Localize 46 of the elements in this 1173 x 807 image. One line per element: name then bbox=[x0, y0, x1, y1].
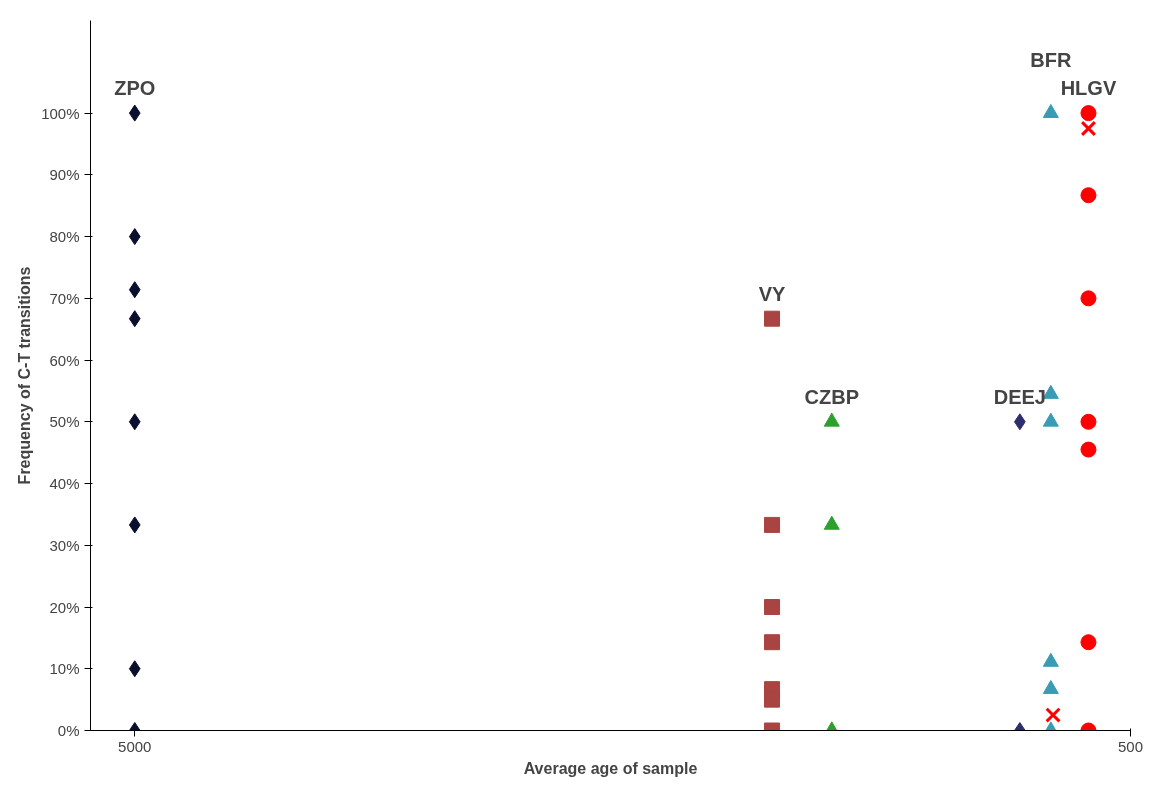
series-label: ZPO bbox=[114, 77, 156, 100]
y-tick-label: 50% bbox=[49, 413, 80, 431]
y-tick-label: 40% bbox=[49, 475, 80, 493]
y-tick-label: 30% bbox=[49, 536, 80, 554]
x-tick-label: 500 bbox=[1117, 737, 1144, 755]
y-tick-label: 70% bbox=[49, 289, 80, 307]
point bbox=[823, 515, 840, 530]
point bbox=[1045, 707, 1061, 723]
point bbox=[1042, 412, 1059, 427]
point bbox=[764, 516, 781, 533]
y-tick-label: 100% bbox=[41, 104, 80, 122]
point bbox=[764, 599, 781, 616]
x-tick-label: 5000 bbox=[118, 737, 152, 755]
point bbox=[128, 516, 141, 534]
point bbox=[1080, 290, 1097, 307]
series-label: DEEJ bbox=[993, 385, 1046, 408]
point bbox=[128, 104, 141, 122]
y-tick-label: 80% bbox=[49, 228, 80, 246]
point bbox=[128, 310, 141, 328]
series-label: BFR bbox=[1030, 49, 1072, 72]
point bbox=[128, 228, 141, 246]
y-tick-label: 0% bbox=[57, 722, 80, 739]
point bbox=[128, 660, 141, 678]
y-tick-label: 20% bbox=[49, 598, 80, 616]
point bbox=[1042, 679, 1059, 694]
point bbox=[1080, 634, 1097, 651]
x-axis-title: Average age of sample bbox=[523, 759, 698, 777]
point bbox=[764, 691, 781, 708]
point bbox=[764, 310, 781, 327]
point bbox=[823, 412, 840, 427]
point bbox=[128, 281, 141, 299]
point bbox=[1080, 120, 1097, 137]
point bbox=[1042, 652, 1059, 667]
point bbox=[1080, 413, 1097, 430]
point bbox=[1080, 105, 1097, 122]
point bbox=[764, 634, 781, 651]
y-tick-label: 90% bbox=[49, 166, 80, 184]
series-label: CZBP bbox=[804, 385, 860, 408]
point bbox=[1080, 441, 1097, 458]
y-tick-label: 10% bbox=[49, 660, 80, 678]
y-axis-title: Frequency of C-T transitions bbox=[16, 266, 34, 485]
y-tick-label: 60% bbox=[49, 351, 80, 369]
series-label: HLGV bbox=[1060, 77, 1117, 100]
point bbox=[128, 413, 141, 431]
series-label: VY bbox=[758, 282, 787, 305]
point bbox=[1080, 187, 1097, 204]
